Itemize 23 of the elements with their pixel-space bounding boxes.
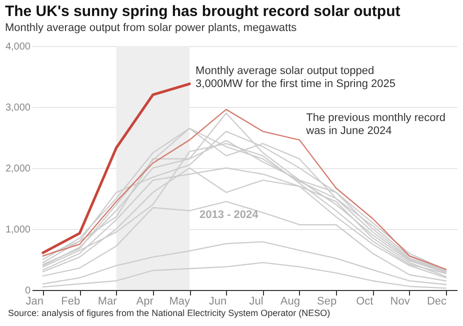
- y-tick-label: 1,000: [5, 224, 31, 236]
- annotation: The previous monthly record was in June 2024: [305, 112, 446, 137]
- y-tick-label: 3,000: [5, 102, 31, 114]
- x-tick-label: May: [169, 296, 191, 308]
- x-tick-label: Jan: [26, 296, 44, 308]
- x-tick-label: Apr: [136, 296, 154, 308]
- x-tick-label: Jul: [249, 296, 264, 308]
- annotation: 2013 - 2024: [200, 208, 260, 221]
- y-tick-label: 0: [24, 286, 31, 296]
- x-tick-label: Dec: [426, 296, 448, 308]
- annotation: Monthly average solar output topped 3,000MW for the first time in Spring 2025: [196, 64, 396, 90]
- y-tick-label: 4,000: [5, 42, 31, 52]
- x-tick-label: Sep: [317, 296, 337, 308]
- x-tick-label: Nov: [390, 296, 410, 308]
- y-tick-label: 2,000: [5, 164, 31, 174]
- x-tick-label: Jun: [208, 296, 227, 308]
- chart-subtitle: Monthly average output from solar power plants, megawatts: [4, 22, 298, 34]
- source-note: Source: analysis of figures from the National Electricity System Operator (NESO): [7, 308, 332, 320]
- chart-title: The UK's sunny spring has brought record solar output: [4, 3, 400, 20]
- x-tick-label: Feb: [61, 296, 80, 308]
- x-tick-label: Oct: [356, 296, 374, 308]
- x-tick-label: Mar: [98, 296, 118, 308]
- x-tick-label: Aug: [280, 296, 300, 308]
